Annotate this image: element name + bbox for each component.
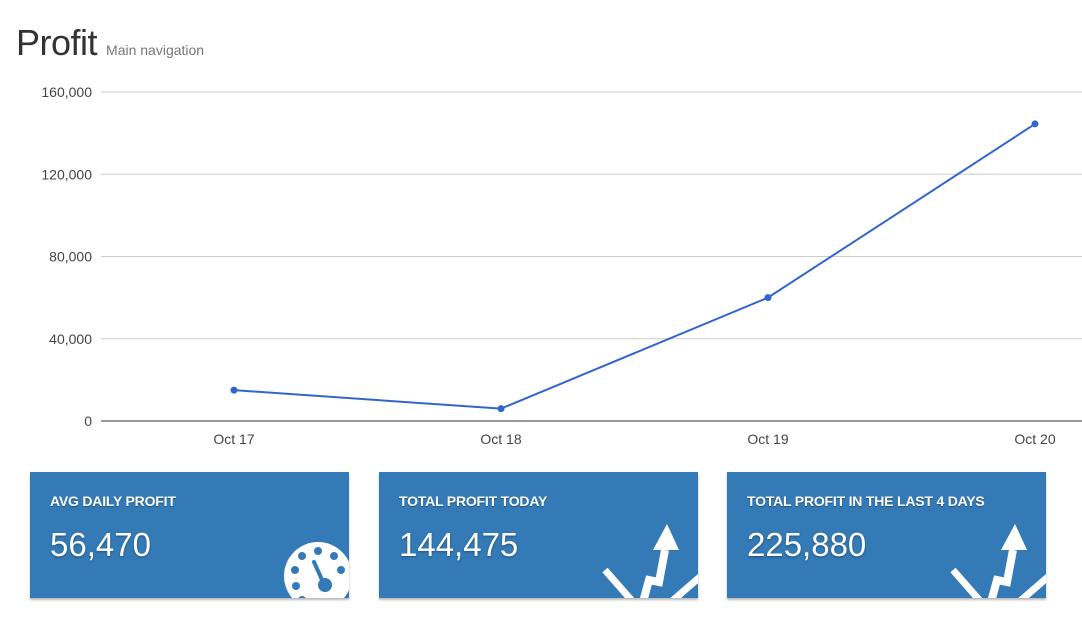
trending-up-icon	[950, 524, 1046, 598]
stat-value: 56,470	[50, 526, 151, 563]
y-tick-label: 120,000	[41, 166, 92, 182]
series-line	[233, 123, 1036, 410]
data-point	[764, 294, 772, 302]
stat-box-avg-daily-profit: AVG DAILY PROFIT 56,470	[30, 472, 349, 598]
dashboard-icon	[284, 542, 349, 598]
stat-value: 225,880	[747, 526, 867, 563]
x-tick-label: Oct 17	[213, 431, 254, 447]
stat-label: TOTAL PROFIT TODAY	[399, 493, 548, 509]
data-point	[230, 386, 238, 394]
stat-value: 144,475	[399, 526, 519, 563]
y-tick-label: 80,000	[49, 249, 92, 265]
stat-label: AVG DAILY PROFIT	[50, 493, 176, 509]
y-tick-label: 0	[84, 413, 92, 429]
y-tick-label: 40,000	[49, 331, 92, 347]
stat-box-total-profit-last-4-days: TOTAL PROFIT IN THE LAST 4 DAYS 225,880	[727, 472, 1046, 598]
page-subtitle: Main navigation	[106, 42, 205, 58]
x-tick-label: Oct 18	[480, 431, 521, 447]
trending-up-icon	[602, 524, 698, 598]
x-tick-label: Oct 19	[747, 431, 788, 447]
data-point	[497, 405, 505, 413]
page-title: Profit	[16, 22, 98, 63]
stat-box-total-profit-today: TOTAL PROFIT TODAY 144,475	[379, 472, 698, 598]
page-header: Profit Main navigation	[16, 22, 204, 64]
data-point	[1031, 120, 1039, 128]
stat-label: TOTAL PROFIT IN THE LAST 4 DAYS	[747, 493, 985, 509]
y-tick-label: 160,000	[41, 84, 92, 100]
x-tick-label: Oct 20	[1014, 431, 1055, 447]
profit-line-chart: 0 40,000 80,000 120,000 160,000 Oct 17 Oct 18 O…	[41, 84, 1082, 447]
